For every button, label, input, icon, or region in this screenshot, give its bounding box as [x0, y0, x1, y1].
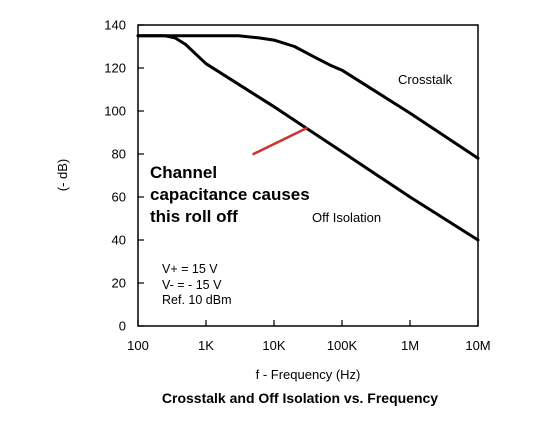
condition-ref: Ref. 10 dBm — [162, 293, 231, 307]
y-tick-label: 40 — [112, 233, 126, 248]
x-tick-label: 100K — [327, 338, 358, 353]
annotation-line-1: Channel — [150, 163, 217, 182]
y-tick-label: 0 — [119, 319, 126, 334]
x-tick-label: 1M — [401, 338, 419, 353]
series-line-off-isolation — [136, 34, 480, 242]
series-line-crosstalk — [136, 34, 480, 160]
condition-vplus: V+ = 15 V — [162, 262, 218, 276]
y-tick-label: 80 — [112, 147, 126, 162]
y-tick-label: 140 — [104, 18, 126, 33]
y-axis-title: (- dB) — [55, 159, 70, 192]
y-tick-label: 20 — [112, 276, 126, 291]
y-tick-label: 100 — [104, 104, 126, 119]
x-tick-label: 1K — [198, 338, 214, 353]
annotation-line-2: capacitance causes — [150, 185, 310, 204]
y-tick-label: 60 — [112, 190, 126, 205]
chart-title: Crosstalk and Off Isolation vs. Frequenc… — [162, 390, 438, 406]
series-label-crosstalk: Crosstalk — [398, 72, 453, 87]
plot-area — [137, 24, 479, 327]
annotation-line-3: this roll off — [150, 207, 238, 226]
y-axis: 0 20 40 60 80 100 120 140 — [104, 18, 144, 334]
annotation-arrow — [252, 126, 308, 156]
x-tick-label: 10K — [262, 338, 285, 353]
x-axis: 100 1K 10K 100K 1M 10M — [127, 320, 491, 353]
x-tick-label: 100 — [127, 338, 149, 353]
x-axis-title: f - Frequency (Hz) — [256, 367, 361, 382]
series-label-off-isolation: Off Isolation — [312, 210, 381, 225]
series-lines — [136, 34, 480, 242]
plot-border — [137, 24, 479, 327]
condition-vminus: V- = - 15 V — [162, 278, 222, 292]
conditions-box: V+ = 15 V V- = - 15 V Ref. 10 dBm — [162, 262, 231, 307]
annotation: Channel capacitance causes this roll off — [150, 126, 310, 226]
x-tick-label: 10M — [465, 338, 490, 353]
y-tick-label: 120 — [104, 61, 126, 76]
